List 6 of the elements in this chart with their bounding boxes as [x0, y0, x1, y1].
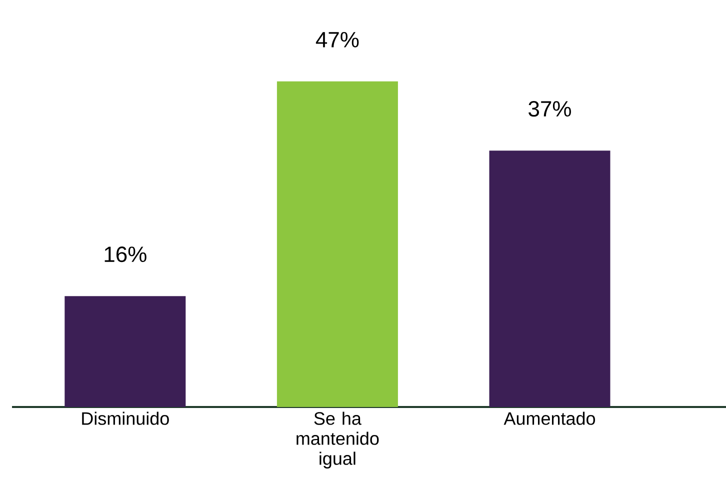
data-label: 47%: [316, 32, 359, 48]
x-tick-label: Aumentado: [504, 412, 596, 425]
data-label: 16%: [104, 246, 146, 262]
data-label: 37%: [528, 101, 571, 117]
x-tick-label: Se ha mantenido igual: [296, 412, 379, 468]
x-tick-label: Disminuido: [82, 412, 169, 425]
